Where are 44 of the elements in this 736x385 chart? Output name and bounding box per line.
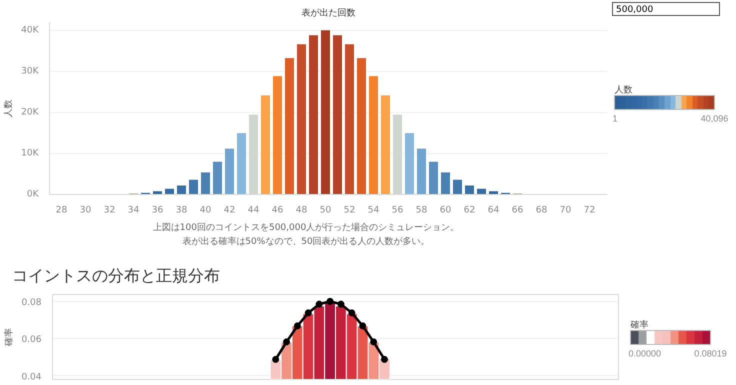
x-tick-label: 34 xyxy=(128,206,140,216)
x-tick-label: 54 xyxy=(368,206,380,216)
y-tick-label: 10K xyxy=(21,148,40,159)
text: 上図は100回のコイントスを500,000人が行った場合のシミュレーション。 xyxy=(152,223,460,233)
x-tick-label: 52 xyxy=(344,206,356,216)
x-tick-label: 30 xyxy=(80,206,92,216)
y-tick-label: 0.08 xyxy=(21,298,42,308)
chart-title: 表が出た回数 xyxy=(302,8,356,18)
y-tick-label: 0.06 xyxy=(21,335,42,346)
x-tick-label: 60 xyxy=(440,206,452,216)
color-bar-label: 1 xyxy=(612,114,618,124)
x-tick-label: 62 xyxy=(464,206,476,216)
y-axis-title: 人数 xyxy=(3,100,14,118)
y-tick-label: 20K xyxy=(21,108,40,118)
x-tick-label: 58 xyxy=(416,206,428,216)
y-tick-label: 0.04 xyxy=(21,372,42,382)
x-tick-label: 44 xyxy=(248,206,260,216)
x-tick-label: 46 xyxy=(272,206,284,216)
y-tick-label: 0K xyxy=(26,190,40,200)
x-tick-label: 72 xyxy=(584,206,596,216)
color-bar-label: 0.08019 xyxy=(694,348,727,358)
x-tick-label: 70 xyxy=(560,206,572,216)
x-tick-label: 66 xyxy=(512,206,524,216)
x-tick-label: 38 xyxy=(176,206,188,216)
text: 500,000 xyxy=(616,4,654,17)
chart-title: コイントスの分布と正規分布 xyxy=(12,265,220,287)
color-bar-label: 0.00000 xyxy=(628,348,662,358)
x-tick-label: 36 xyxy=(152,206,164,216)
x-tick-label: 68 xyxy=(536,206,548,216)
x-tick-label: 64 xyxy=(488,206,500,216)
x-tick-label: 42 xyxy=(224,206,236,216)
y-tick-label: 30K xyxy=(21,66,40,77)
y-axis-title: 確率 xyxy=(3,328,14,347)
x-tick-label: 48 xyxy=(296,206,308,216)
color-bar-label: 40,096 xyxy=(700,114,728,124)
x-tick-label: 56 xyxy=(392,206,404,216)
color-bar-title: 人数 xyxy=(614,84,632,94)
x-tick-label: 50 xyxy=(320,206,332,216)
text: 表が出る確率は50%なので、50回表が出る人の人数が多い。 xyxy=(182,237,430,247)
x-tick-label: 28 xyxy=(56,206,68,216)
x-tick-label: 40 xyxy=(200,206,212,216)
y-tick-label: 40K xyxy=(21,26,40,36)
x-tick-label: 32 xyxy=(104,206,116,216)
color-bar-title: 確率 xyxy=(630,320,648,330)
